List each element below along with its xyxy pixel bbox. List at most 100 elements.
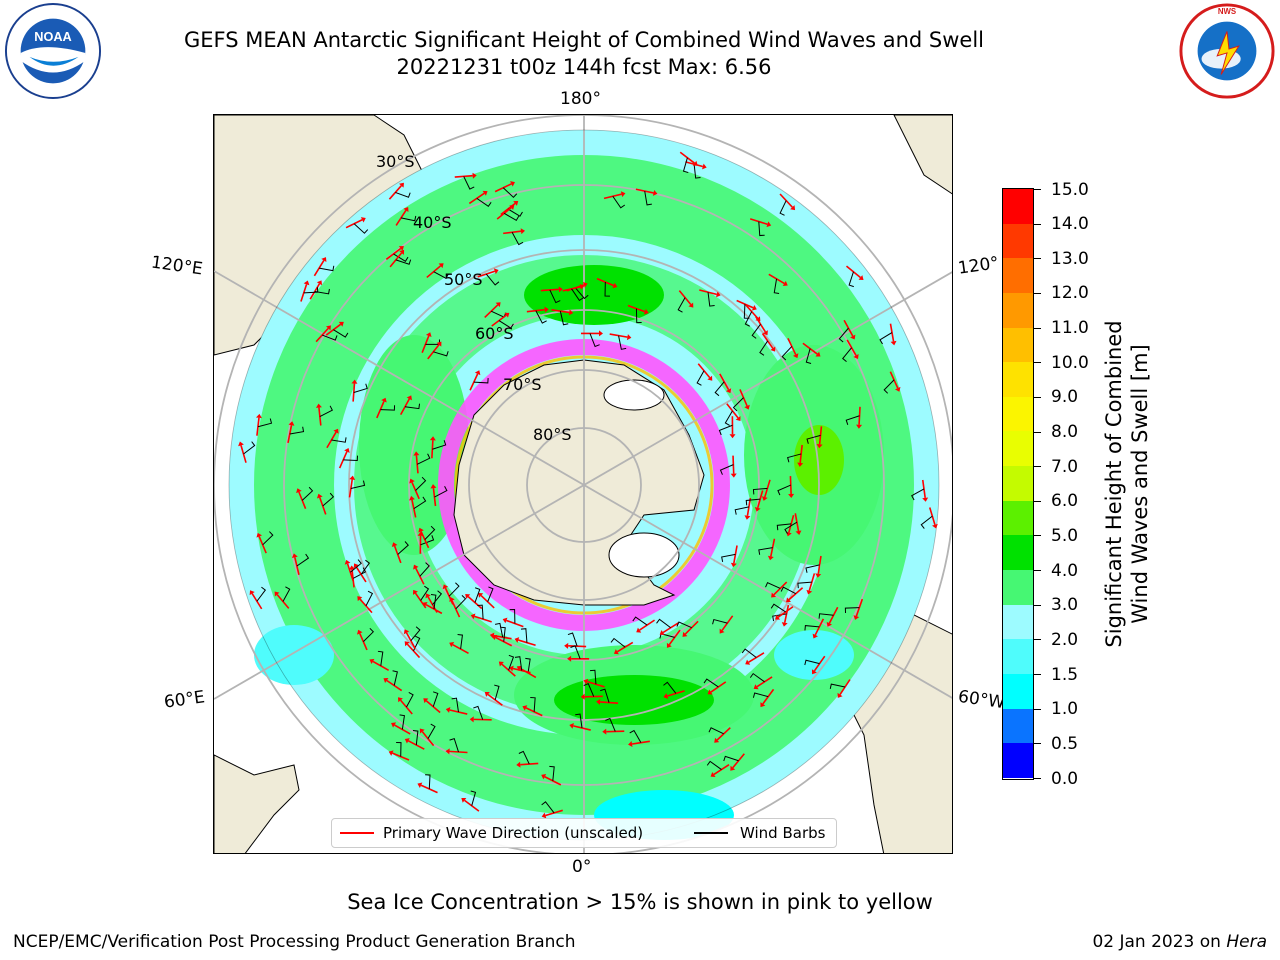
wind-barb (656, 618, 671, 629)
wind-barb (745, 498, 761, 506)
wind-barb (734, 506, 750, 515)
wind-barb (424, 525, 436, 540)
wave-arrow-head (719, 628, 725, 634)
wave-arrow-head (315, 403, 322, 408)
wind-barb (604, 282, 610, 297)
wind-barb (432, 691, 439, 707)
wind-barb (487, 586, 494, 602)
wave-direction-arrow (309, 283, 321, 300)
wave-direction-arrow (544, 776, 562, 786)
colorbar-tick: 15.0 (1034, 181, 1089, 199)
wind-barb (350, 559, 362, 573)
wind-barb (770, 603, 786, 613)
wave-arrow-head (399, 249, 405, 255)
wave-direction-arrow (609, 333, 628, 338)
wind-barbs-swatch (694, 832, 728, 834)
wave-arrow-head (344, 447, 350, 453)
wind-barb (502, 187, 518, 199)
wave-arrow-head (760, 702, 766, 708)
wave-arrow-head (628, 741, 633, 747)
wave-direction-arrow (451, 600, 461, 618)
wind-barb (257, 418, 273, 428)
wind-barb (322, 492, 335, 507)
wind-barb (415, 476, 427, 491)
wave-arrow-head (326, 325, 331, 331)
colorbar-tick: 6.0 (1034, 492, 1078, 510)
wave-arrow-head (360, 217, 366, 223)
wave-arrow-head (541, 812, 547, 819)
wave-arrow-head (596, 698, 601, 705)
wave-direction-arrow (843, 319, 854, 337)
wave-arrow-head (492, 634, 498, 641)
wave-arrow-head (781, 622, 788, 627)
wind-barb (635, 308, 642, 324)
wave-arrow-head (751, 304, 757, 311)
wind-barb (723, 755, 739, 762)
wave-arrow-head (853, 615, 860, 620)
colorbar-segment (1003, 223, 1033, 259)
wave-direction-arrow (420, 531, 430, 549)
lat-label-70s: 70°S (503, 375, 542, 394)
wave-direction-arrow (713, 764, 730, 776)
colorbar-label-line2: Wind Waves and Swell [m] (1128, 344, 1152, 624)
map-legend: Primary Wave Direction (unscaled) Wind B… (331, 818, 837, 848)
wave-arrow-head (579, 283, 585, 290)
colorbar-segment (1003, 535, 1033, 571)
wind-barb (714, 381, 725, 397)
wind-barb (751, 323, 761, 339)
wave-arrows-layer (238, 151, 938, 819)
footer-branch: NCEP/EMC/Verification Post Processing Pr… (13, 932, 576, 952)
wave-direction-arrow (788, 587, 804, 601)
wave-arrow-head (425, 593, 431, 599)
wave-arrow-head (837, 692, 843, 698)
wind-barb (433, 271, 449, 280)
wave-arrow-head (321, 257, 327, 263)
wind-barb (567, 632, 578, 647)
wave-direction-arrow (464, 799, 480, 812)
wave-arrow-head (418, 527, 424, 533)
wave-arrow-head (495, 302, 501, 308)
wind-barb (405, 692, 414, 708)
wind-barb (920, 515, 933, 529)
wind-barb (632, 616, 648, 626)
wind-barb (503, 212, 520, 222)
wave-arrow-head (274, 591, 280, 597)
wave-direction-arrow (783, 604, 790, 623)
wind-barb (520, 628, 528, 643)
footer-machine: Hera (1226, 932, 1267, 952)
wave-arrow-head (493, 268, 499, 275)
wave-arrow-head (730, 765, 736, 771)
wind-barb (296, 553, 310, 567)
wave-arrow-head (413, 589, 418, 595)
wave-arrow-head (815, 573, 822, 578)
wave-arrow-head (682, 631, 688, 637)
colorbar-tick: 5.0 (1034, 527, 1078, 545)
wave-arrow-head (436, 341, 442, 347)
wave-arrow-head (714, 737, 720, 743)
wave-direction-arrow (600, 701, 619, 705)
wave-arrow-head (729, 434, 736, 439)
colorbar-segment (1003, 189, 1033, 224)
wave-direction-arrow (794, 513, 800, 532)
wave-arrow-head (398, 697, 403, 703)
wave-arrow-head (438, 263, 444, 269)
wave-arrow-head (509, 205, 515, 211)
wave-direction-arrow (421, 731, 435, 747)
wind-barb (433, 351, 449, 357)
wind-barb (416, 453, 431, 465)
wind-barb (693, 164, 701, 179)
wind-barb (724, 410, 733, 426)
wind-barb (787, 453, 802, 463)
colorbar-segment (1003, 673, 1033, 709)
wind-barb (473, 378, 489, 384)
wind-barb (448, 582, 460, 597)
polar-map-canvas (214, 115, 952, 853)
wave-arrow-head (291, 553, 298, 558)
wave-arrow-head (795, 530, 802, 535)
wave-arrow-head (413, 564, 419, 570)
wave-arrow-head (716, 291, 721, 298)
wave-arrow-head (666, 642, 672, 648)
wave-arrow-head (504, 312, 510, 318)
colorbar-segment (1003, 292, 1033, 328)
wave-arrow-head (797, 462, 804, 467)
